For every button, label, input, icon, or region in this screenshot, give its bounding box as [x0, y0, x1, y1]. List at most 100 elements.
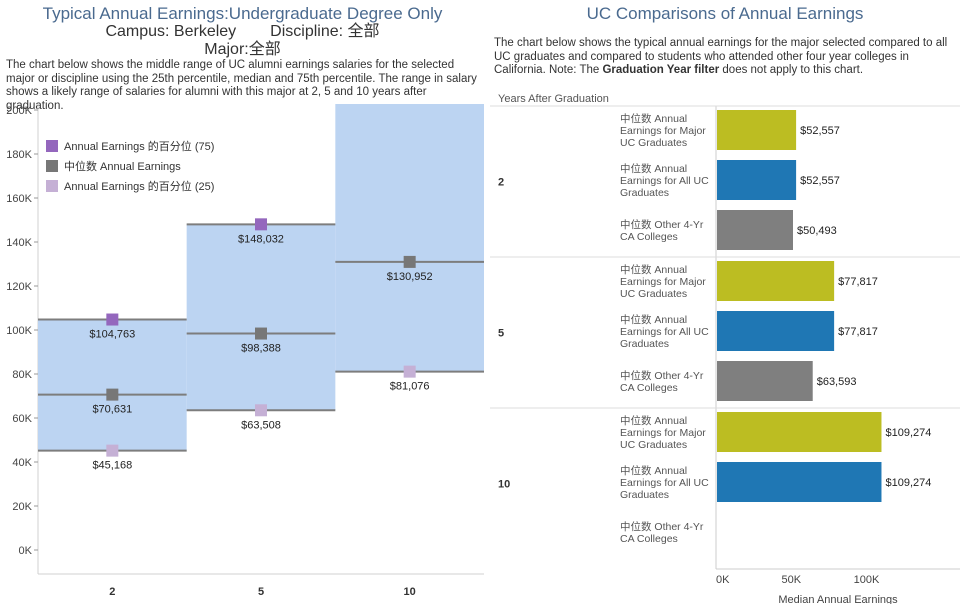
right-chart-description: The chart below shows the typical annual…: [494, 37, 956, 78]
range-box: [335, 104, 484, 372]
right-panel: UC Comparisons of Annual Earnings The ch…: [490, 0, 960, 604]
x-axis-title: Median Annual Earnings: [778, 594, 898, 604]
group-label: 10: [498, 479, 510, 491]
y-tick-label: 140K: [6, 237, 32, 249]
bar-value-label: $109,274: [885, 477, 931, 489]
category-label: Graduates: [620, 187, 669, 199]
category-label: 中位数 Annual: [620, 112, 687, 125]
discipline-label: Discipline: 全部: [270, 23, 380, 40]
y-tick-label: 20K: [12, 501, 32, 513]
bar: [717, 210, 794, 250]
p25-marker: [403, 365, 416, 378]
right-desc-part-2: does not apply to this chart.: [719, 64, 864, 76]
category-label: UC Graduates: [620, 288, 687, 300]
bar: [717, 462, 882, 502]
median-value-label: $70,631: [92, 404, 132, 416]
category-label: Earnings for All UC: [620, 326, 709, 338]
bar-value-label: $77,817: [838, 276, 878, 288]
left-panel: Typical Annual Earnings:Undergraduate De…: [0, 4, 485, 598]
range-box: [186, 224, 336, 411]
bar-value-label: $52,557: [800, 125, 840, 137]
category-label: UC Graduates: [620, 137, 687, 149]
category-label: CA Colleges: [620, 382, 678, 394]
bar: [717, 412, 882, 452]
major-label: Major:全部: [204, 41, 281, 58]
x-tick-label: 100K: [854, 574, 880, 586]
y-tick-label: 80K: [12, 369, 32, 381]
category-label: 中位数 Other 4-Yr: [620, 520, 704, 533]
legend-label-p25: Annual Earnings 的百分位 (25): [64, 179, 214, 193]
bar: [717, 110, 797, 150]
bar: [717, 160, 797, 200]
p25-marker: [255, 404, 267, 417]
median-marker: [403, 255, 416, 268]
bar: [717, 311, 835, 351]
category-label: 中位数 Annual: [620, 162, 687, 175]
y-tick-label: 200K: [6, 105, 32, 117]
category-label: 中位数 Annual: [620, 263, 687, 276]
group-label: 2: [498, 177, 504, 189]
legend-swatch-p75: [46, 140, 58, 152]
median-marker: [255, 327, 267, 340]
y-tick-label: 160K: [6, 193, 32, 205]
category-label: Earnings for Major: [620, 125, 706, 137]
right-desc-bold: Graduation Year filter: [602, 64, 720, 76]
x-category-label: 5: [258, 586, 264, 598]
median-value-label: $130,952: [387, 271, 433, 283]
legend-swatch-p25: [46, 180, 58, 192]
bar-value-label: $109,274: [885, 427, 931, 439]
p75-value-label: $148,032: [238, 233, 284, 245]
category-label: Graduates: [620, 338, 669, 350]
y-tick-label: 0K: [19, 545, 33, 557]
range-box: [38, 319, 187, 451]
earnings-range-chart: 0K 20K 40K 60K 80K 100K 120K 140K 160K 180K 200K $1…: [6, 104, 484, 598]
right-desc-part-1: The chart below shows the typical annual…: [494, 37, 948, 76]
legend-swatch-median: [46, 160, 58, 172]
group-label: 5: [498, 328, 504, 340]
category-label: Earnings for Major: [620, 427, 706, 439]
category-label: UC Graduates: [620, 439, 687, 451]
category-label: 中位数 Annual: [620, 464, 687, 477]
p75-marker: [255, 218, 267, 231]
left-chart-description: The chart below shows the middle range o…: [6, 59, 477, 112]
category-label: 中位数 Other 4-Yr: [620, 369, 704, 382]
category-label: 中位数 Annual: [620, 414, 687, 427]
median-marker: [106, 388, 119, 401]
category-label: 中位数 Other 4-Yr: [620, 218, 704, 231]
bar-value-label: $50,493: [797, 225, 837, 237]
category-label: CA Colleges: [620, 533, 678, 545]
campus-label: Campus: Berkeley: [105, 23, 237, 40]
bar: [717, 361, 813, 401]
p25-marker: [106, 444, 119, 457]
p75-marker: [106, 313, 119, 326]
category-label: Earnings for All UC: [620, 477, 709, 489]
median-value-label: $98,388: [241, 343, 281, 355]
category-label: Earnings for Major: [620, 276, 706, 288]
y-tick-label: 180K: [6, 149, 32, 161]
x-category-label: 10: [404, 586, 416, 598]
y-tick-label: 120K: [6, 281, 32, 293]
row-header-label: Years After Graduation: [498, 93, 609, 105]
right-chart-title: UC Comparisons of Annual Earnings: [586, 4, 864, 23]
y-tick-label: 40K: [12, 457, 32, 469]
left-chart-title: Typical Annual Earnings:Undergraduate De…: [42, 4, 443, 23]
y-tick-label: 100K: [6, 325, 32, 337]
y-tick-label: 60K: [12, 413, 32, 425]
bar-value-label: $77,817: [838, 326, 878, 338]
x-category-label: 2: [109, 586, 115, 598]
legend-label-median: 中位数 Annual Earnings: [64, 159, 181, 173]
x-tick-label: 0K: [716, 574, 730, 586]
category-label: CA Colleges: [620, 231, 678, 243]
filter-summary: Campus: Berkeley Discipline: 全部: [0, 23, 485, 41]
p25-value-label: $81,076: [390, 381, 430, 393]
legend-label-p75: Annual Earnings 的百分位 (75): [64, 139, 214, 153]
bar-value-label: $52,557: [800, 175, 840, 187]
category-label: Graduates: [620, 489, 669, 501]
x-tick-label: 50K: [781, 574, 801, 586]
bar: [717, 261, 835, 301]
p25-value-label: $63,508: [241, 419, 281, 431]
bar-value-label: $63,593: [817, 376, 857, 388]
p25-value-label: $45,168: [92, 460, 132, 472]
category-label: Earnings for All UC: [620, 175, 709, 187]
category-label: 中位数 Annual: [620, 313, 687, 326]
